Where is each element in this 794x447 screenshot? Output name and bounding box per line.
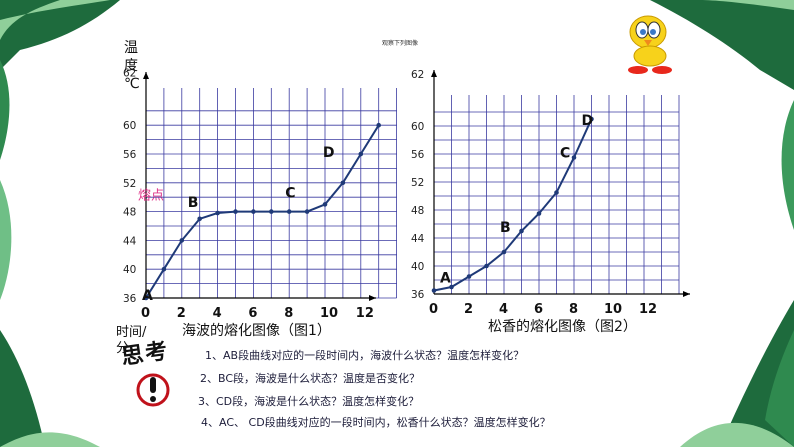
point-label-d: D xyxy=(582,113,594,129)
data-point xyxy=(554,190,559,195)
y-tick-label: 44 xyxy=(123,235,137,247)
x-tick-label: 6 xyxy=(534,302,543,317)
point-label-d: D xyxy=(323,145,335,161)
question-2: 2、BC段，海波是什么状态？温度是否变化？ xyxy=(200,372,421,385)
x-tick-label: 2 xyxy=(464,302,473,317)
data-point xyxy=(179,238,185,243)
x-tick-label: 10 xyxy=(320,306,338,321)
y-tick-label: 40 xyxy=(411,261,424,273)
data-point xyxy=(519,228,524,234)
point-label-c: C xyxy=(560,146,570,162)
y-tick-label: 36 xyxy=(123,293,137,305)
question-1: 1、AB段曲线对应的一段时间内，海波什么状态？温度怎样变化？ xyxy=(205,349,525,362)
data-point xyxy=(233,209,238,214)
data-point xyxy=(431,288,437,293)
data-point xyxy=(161,266,167,272)
y-axis-title-char: ℃ xyxy=(124,76,140,92)
leaf-bottom-left-icon xyxy=(0,330,100,447)
point-label-c: C xyxy=(285,186,295,202)
series-line xyxy=(433,118,593,292)
question-4: 4、AC、 CD段曲线对应的一段时间内，松香什么状态？温度怎样变化？ xyxy=(201,416,551,429)
x-tick-label: 12 xyxy=(639,302,657,317)
y-tick-label: 56 xyxy=(123,149,137,161)
data-point xyxy=(304,209,310,214)
leaf-top-left-icon xyxy=(0,0,120,300)
y-tick-label: 52 xyxy=(411,177,424,189)
y-axis-title-char: 温 xyxy=(124,40,138,56)
y-axis-arrow xyxy=(143,72,149,79)
data-point xyxy=(286,209,292,214)
data-point xyxy=(571,155,577,160)
data-point xyxy=(536,211,542,216)
data-point xyxy=(251,209,256,214)
point-label-b: B xyxy=(188,195,199,211)
y-tick-label: 56 xyxy=(411,149,425,161)
series-line xyxy=(145,124,380,299)
x-axis-arrow xyxy=(369,295,376,301)
x-tick-label: 0 xyxy=(141,306,150,321)
y-tick-label: 36 xyxy=(411,289,425,301)
data-point xyxy=(340,180,346,186)
data-point xyxy=(449,284,454,290)
y-tick-label: 52 xyxy=(123,178,136,190)
exclamation-icon xyxy=(136,373,170,407)
y-tick-label: 62 xyxy=(411,69,424,81)
y-tick-label: 60 xyxy=(123,120,136,132)
x-tick-label: 12 xyxy=(356,306,374,321)
chart-title: 海波的熔化图像（图1） xyxy=(182,323,331,339)
header-note: 观察下列图像 xyxy=(382,40,419,47)
data-point xyxy=(484,263,489,269)
y-tick-label: 44 xyxy=(411,233,425,245)
x-tick-label: 2 xyxy=(177,306,186,321)
cartoon-chick-icon xyxy=(628,15,672,74)
x-tick-label: 4 xyxy=(499,302,508,317)
leaf-top-right-icon xyxy=(650,0,794,230)
x-axis-arrow xyxy=(683,291,690,297)
x-tick-label: 8 xyxy=(284,306,293,321)
y-tick-label: 62 xyxy=(123,67,136,79)
data-point xyxy=(143,295,149,301)
x-axis-title-unit: 分 xyxy=(116,341,129,356)
x-tick-label: 0 xyxy=(429,302,438,317)
x-tick-label: 8 xyxy=(569,302,578,317)
data-point xyxy=(589,116,594,122)
point-label-a: A xyxy=(142,288,153,304)
question-3: 3、CD段，海波是什么状态？温度怎样变化？ xyxy=(198,395,420,408)
data-point xyxy=(322,202,328,207)
x-tick-label: 6 xyxy=(248,306,257,321)
y-tick-label: 48 xyxy=(411,205,424,217)
x-tick-label: 4 xyxy=(213,306,222,321)
data-point xyxy=(358,151,364,157)
y-axis-arrow xyxy=(431,70,437,77)
data-point xyxy=(269,209,274,214)
data-point xyxy=(376,122,382,128)
melting-point-label: 熔点 xyxy=(138,189,164,204)
chart-title: 松香的熔化图像（图2） xyxy=(488,319,637,335)
y-axis-title-char: 度 xyxy=(124,58,138,74)
point-label-a: A xyxy=(440,271,451,287)
chart-2 xyxy=(431,70,690,297)
data-point xyxy=(501,249,507,255)
x-axis-title: 时间/ xyxy=(116,325,147,340)
y-tick-label: 60 xyxy=(411,121,424,133)
y-tick-label: 40 xyxy=(123,264,136,276)
data-point xyxy=(466,274,472,279)
leaf-bottom-right-icon xyxy=(680,300,794,447)
point-label-b: B xyxy=(500,220,511,236)
y-tick-label: 48 xyxy=(123,207,136,219)
data-point xyxy=(215,210,220,216)
x-tick-label: 10 xyxy=(604,302,622,317)
data-point xyxy=(197,216,202,222)
chart-1 xyxy=(143,72,398,301)
